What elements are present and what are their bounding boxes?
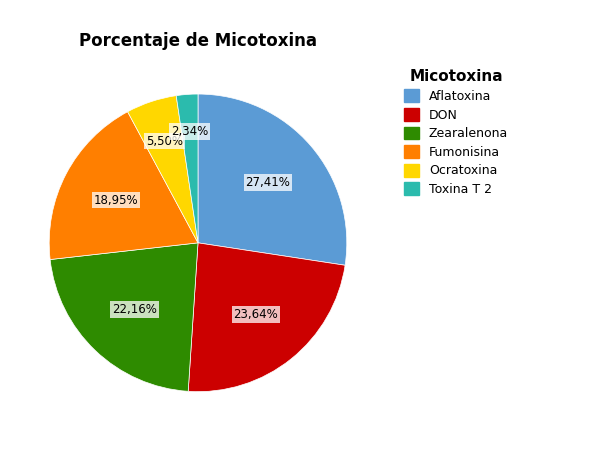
Text: 2,34%: 2,34% xyxy=(171,125,208,138)
Text: 5,50%: 5,50% xyxy=(146,134,183,148)
Wedge shape xyxy=(188,243,345,392)
Text: 18,95%: 18,95% xyxy=(94,193,139,206)
Title: Porcentaje de Micotoxina: Porcentaje de Micotoxina xyxy=(79,32,317,50)
Legend: Aflatoxina, DON, Zearalenona, Fumonisina, Ocratoxina, Toxina T 2: Aflatoxina, DON, Zearalenona, Fumonisina… xyxy=(398,63,514,202)
Wedge shape xyxy=(198,94,347,265)
Wedge shape xyxy=(128,96,198,243)
Text: 23,64%: 23,64% xyxy=(233,308,278,321)
Wedge shape xyxy=(176,94,198,243)
Wedge shape xyxy=(50,243,198,391)
Text: 27,41%: 27,41% xyxy=(245,176,290,189)
Text: 22,16%: 22,16% xyxy=(112,303,157,316)
Wedge shape xyxy=(49,112,198,260)
